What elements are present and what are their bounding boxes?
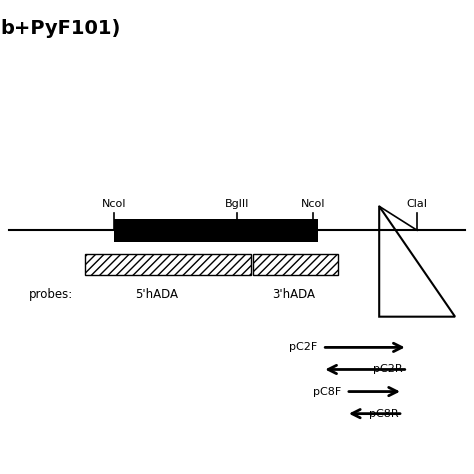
Text: NcoI: NcoI	[101, 199, 126, 209]
Text: ClaI: ClaI	[407, 199, 428, 209]
Polygon shape	[379, 206, 455, 317]
Text: pC2R: pC2R	[373, 365, 403, 374]
Text: pC8R: pC8R	[369, 409, 398, 419]
Text: pC8F: pC8F	[313, 387, 341, 397]
Text: probes:: probes:	[28, 288, 73, 301]
Text: b+PyF101): b+PyF101)	[0, 19, 120, 38]
Bar	[253, 254, 338, 275]
Text: 3'hADA: 3'hADA	[273, 288, 315, 301]
Text: BglII: BglII	[225, 199, 249, 209]
Text: pC2F: pC2F	[289, 342, 318, 352]
Text: 5'hADA: 5'hADA	[135, 288, 178, 301]
Bar	[85, 254, 251, 275]
Text: NcoI: NcoI	[301, 199, 325, 209]
Bar	[114, 219, 318, 242]
